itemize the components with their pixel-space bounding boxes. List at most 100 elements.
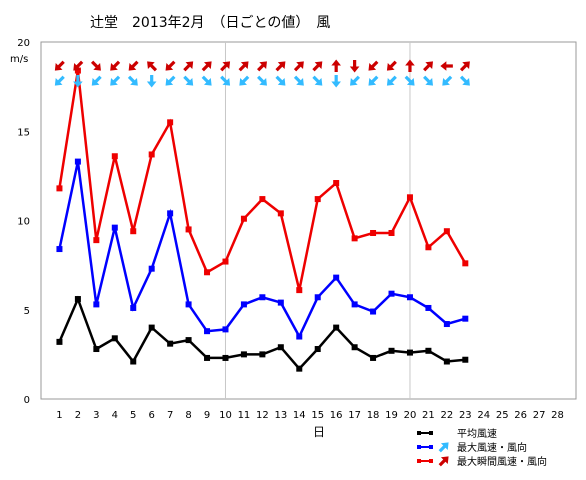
data-point (406, 349, 413, 356)
wind-arrow-icon (386, 75, 397, 86)
x-tick-label-24: 24 (477, 410, 490, 421)
data-point (74, 296, 81, 303)
data-point (314, 196, 321, 203)
wind-arrow-icon (220, 61, 231, 72)
x-tick-label-9: 9 (204, 410, 210, 421)
data-point (74, 67, 81, 74)
x-tick-label-2: 2 (75, 410, 81, 421)
direction-arrows (54, 59, 470, 88)
wind-arrow-icon (183, 61, 194, 72)
data-point (240, 215, 247, 222)
x-tick-label-8: 8 (185, 410, 191, 421)
wind-arrow-icon (201, 75, 212, 86)
data-point (370, 308, 377, 315)
wind-arrow-icon (275, 61, 286, 72)
wind-arrow-icon (165, 75, 176, 86)
legend-marker (417, 431, 421, 435)
data-point (204, 328, 211, 335)
wind-arrow-icon (128, 60, 139, 71)
y-tick-label-0: 0 (24, 395, 30, 406)
data-point (277, 344, 284, 351)
y-axis-label: m/s (10, 54, 28, 65)
wind-arrow-icon (368, 60, 379, 71)
wind-arrow-icon (127, 75, 138, 86)
x-tick-label-23: 23 (459, 410, 472, 421)
data-point (93, 237, 100, 244)
wind-arrow-icon (73, 60, 84, 71)
x-tick-label-18: 18 (367, 410, 380, 421)
data-point (222, 354, 229, 361)
data-point (93, 301, 100, 308)
data-point (425, 347, 432, 354)
wind-arrow-icon (459, 75, 470, 86)
wind-arrow-icon (146, 75, 157, 88)
data-point (93, 346, 100, 353)
data-point (111, 224, 118, 231)
data-point (167, 340, 174, 347)
wind-arrow-icon (293, 61, 304, 72)
x-tick-label-21: 21 (422, 410, 435, 421)
grid (224, 42, 411, 399)
data-point (185, 226, 192, 233)
x-tick-label-15: 15 (311, 410, 324, 421)
data-point (314, 294, 321, 301)
data-point (370, 354, 377, 361)
data-point (130, 304, 137, 311)
wind-arrow-icon (201, 61, 212, 72)
wind-arrow-icon (110, 60, 121, 71)
series-1 (56, 295, 469, 372)
series-2 (56, 158, 469, 340)
data-point (259, 294, 266, 301)
data-point (443, 228, 450, 235)
wind-arrow-icon (349, 60, 360, 73)
x-tick-label-16: 16 (330, 410, 343, 421)
x-tick-label-26: 26 (514, 410, 527, 421)
wind-arrow-icon (442, 75, 453, 86)
x-tick-label-17: 17 (348, 410, 361, 421)
data-point (443, 358, 450, 365)
y-tick-label-5: 5 (24, 306, 30, 317)
legend-marker (417, 445, 421, 449)
x-tick-label-11: 11 (238, 410, 251, 421)
series-layer (56, 67, 469, 372)
data-point (204, 269, 211, 276)
data-point (333, 324, 340, 331)
wind-arrow-icon (293, 75, 304, 86)
data-point (259, 351, 266, 358)
wind-arrow-icon (331, 59, 341, 72)
wind-arrow-icon (423, 61, 434, 72)
data-point (370, 229, 377, 236)
data-point (388, 229, 395, 236)
data-point (240, 301, 247, 308)
data-point (296, 333, 303, 340)
x-tick-label-25: 25 (496, 410, 509, 421)
wind-arrow-icon (459, 61, 470, 72)
data-point (185, 337, 192, 344)
y-ticks: 0 5 10 15 20 (17, 38, 30, 406)
data-point (425, 244, 432, 251)
data-point (56, 185, 63, 192)
data-point (259, 196, 266, 203)
data-point (406, 194, 413, 201)
data-point (296, 365, 303, 372)
wind-arrow-icon (386, 60, 397, 71)
data-point (351, 344, 358, 351)
data-point (277, 299, 284, 306)
data-point (296, 287, 303, 294)
y-tick-label-20: 20 (17, 38, 30, 49)
x-tick-label-14: 14 (293, 410, 306, 421)
data-point (130, 358, 137, 365)
data-point (314, 346, 321, 353)
data-point (111, 335, 118, 342)
data-point (56, 338, 63, 345)
x-tick-label-6: 6 (149, 410, 155, 421)
data-point (425, 304, 432, 311)
x-tick-label-7: 7 (167, 410, 173, 421)
data-point (185, 301, 192, 308)
x-tick-label-13: 13 (274, 410, 287, 421)
wind-arrow-icon (404, 75, 415, 86)
wind-arrow-icon (350, 75, 360, 86)
y-tick-label-10: 10 (17, 217, 30, 228)
